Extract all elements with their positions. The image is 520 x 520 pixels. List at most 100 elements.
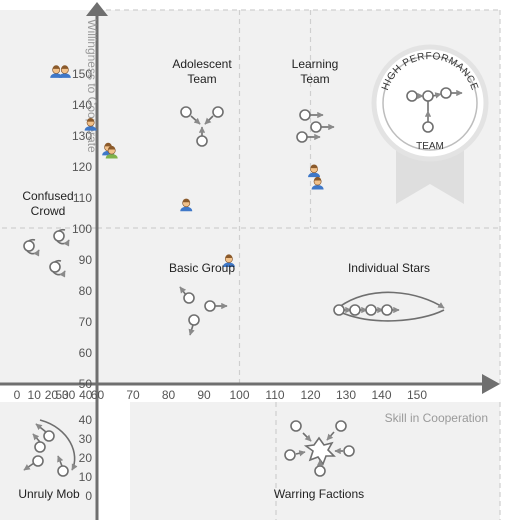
- icon-node: [333, 304, 345, 316]
- y-tick-label: 20: [79, 451, 93, 465]
- x-tick-label: 60: [91, 388, 105, 402]
- icon-node: [188, 314, 200, 326]
- y-axis-label: Willingness to Cooperate: [85, 19, 99, 153]
- icon-node: [43, 430, 55, 442]
- person-hair: [61, 65, 69, 69]
- swirl-node: [53, 230, 65, 242]
- zone-label-adolescent-team: Adolescent Team: [172, 57, 232, 86]
- zone-label-basic-group: Basic Group: [168, 261, 236, 275]
- icon-node: [284, 449, 296, 461]
- icon-node: [183, 292, 195, 304]
- icon-node: [296, 131, 308, 143]
- x-tick-label: 30: [62, 388, 76, 402]
- warring-factions-icon: [284, 420, 355, 477]
- basic-group-icon: [179, 286, 228, 336]
- x-tick-label: 40: [79, 388, 93, 402]
- icon-arrow: [432, 92, 442, 99]
- icon-arrow: [326, 431, 335, 441]
- icon-arrow: [190, 115, 201, 125]
- icon-node: [299, 109, 311, 121]
- y-tick-label: 110: [73, 191, 92, 205]
- y-tick-label: 150: [72, 67, 92, 81]
- y-tick-label: 10: [79, 470, 93, 484]
- x-tick-label: 20: [45, 388, 59, 402]
- badge-subtitle: TEAM: [416, 141, 444, 152]
- data-point: [50, 65, 63, 78]
- y-tick-label: 140: [72, 98, 92, 112]
- y-tick-label: 60: [79, 346, 93, 360]
- x-tick-label: 150: [407, 388, 427, 402]
- x-tick-label: 140: [371, 388, 391, 402]
- data-point: [311, 176, 324, 190]
- x-axis-arrow: [482, 374, 500, 394]
- swirl-node: [23, 240, 35, 252]
- icon-node: [204, 300, 216, 312]
- x-tick-label: 120: [300, 388, 320, 402]
- data-point: [180, 198, 193, 212]
- y-tick-label: 50: [79, 377, 93, 391]
- person-hair: [310, 164, 318, 169]
- left-panel: [0, 10, 97, 384]
- y-tick-label: 0: [85, 489, 92, 503]
- person-body: [222, 262, 235, 267]
- person-body: [180, 206, 193, 212]
- y-tick-label: 70: [79, 315, 93, 329]
- data-point: [58, 65, 71, 78]
- zone-label-warring-factions: Warring Factions: [273, 487, 365, 501]
- icon-node: [343, 445, 355, 457]
- adolescent-team-icon: [180, 106, 224, 147]
- icon-node: [381, 304, 393, 316]
- icon-arrow: [295, 450, 306, 457]
- zone-label-confused-crowd: Confused Crowd: [22, 189, 74, 218]
- icon-arrow: [57, 455, 64, 467]
- person-body: [308, 172, 321, 178]
- x-tick-label: 50: [55, 388, 69, 402]
- x-tick-label: 90: [197, 388, 211, 402]
- star-arc: [339, 309, 445, 322]
- data-point: [222, 254, 235, 267]
- icon-node: [422, 90, 434, 102]
- x-tick-label: 10: [28, 388, 42, 402]
- icon-node: [34, 441, 46, 453]
- y-tick-label: 120: [72, 160, 92, 174]
- zone-label-learning-team: Learning Team: [291, 57, 339, 86]
- y-tick-label: 80: [79, 284, 93, 298]
- y-tick-label: 30: [79, 432, 93, 446]
- unruly-mob-icon: [23, 419, 78, 477]
- x-tick-label: 100: [229, 388, 249, 402]
- icon-arrow: [23, 462, 35, 471]
- icon-arrow: [179, 286, 187, 296]
- icon-node: [314, 465, 326, 477]
- icon-arrow: [302, 432, 312, 442]
- star-arc: [334, 291, 445, 311]
- person-hair: [225, 254, 233, 258]
- learning-team-icon: [296, 109, 335, 143]
- x-tick-label: 0: [14, 388, 21, 402]
- person-body: [105, 154, 118, 159]
- icon-node: [32, 455, 44, 467]
- icon-node: [310, 121, 322, 133]
- data-point: [308, 164, 321, 178]
- badge-inner-ring: [382, 55, 478, 151]
- icon-node: [57, 465, 69, 477]
- zone-label-unruly-mob: Unruly Mob: [18, 487, 80, 501]
- x-tick-label: 130: [336, 388, 356, 402]
- icon-arrow: [204, 115, 214, 125]
- y-tick-label: 40: [79, 413, 93, 427]
- y-axis-arrow: [86, 2, 108, 16]
- confused-crowd-icon: [23, 228, 70, 278]
- badge-ribbon: [396, 148, 464, 204]
- person-hair: [314, 176, 322, 181]
- data-point: [105, 145, 118, 159]
- icon-node: [422, 121, 434, 133]
- person-hair: [104, 142, 112, 147]
- x-axis-label: Skill in Cooperation: [385, 411, 488, 425]
- icon-node: [365, 304, 377, 316]
- x-tick-label: 80: [162, 388, 176, 402]
- x-tick-label: 110: [265, 388, 284, 402]
- icon-node: [290, 420, 302, 432]
- person-hair: [52, 65, 60, 69]
- y-tick-label: 90: [79, 253, 93, 267]
